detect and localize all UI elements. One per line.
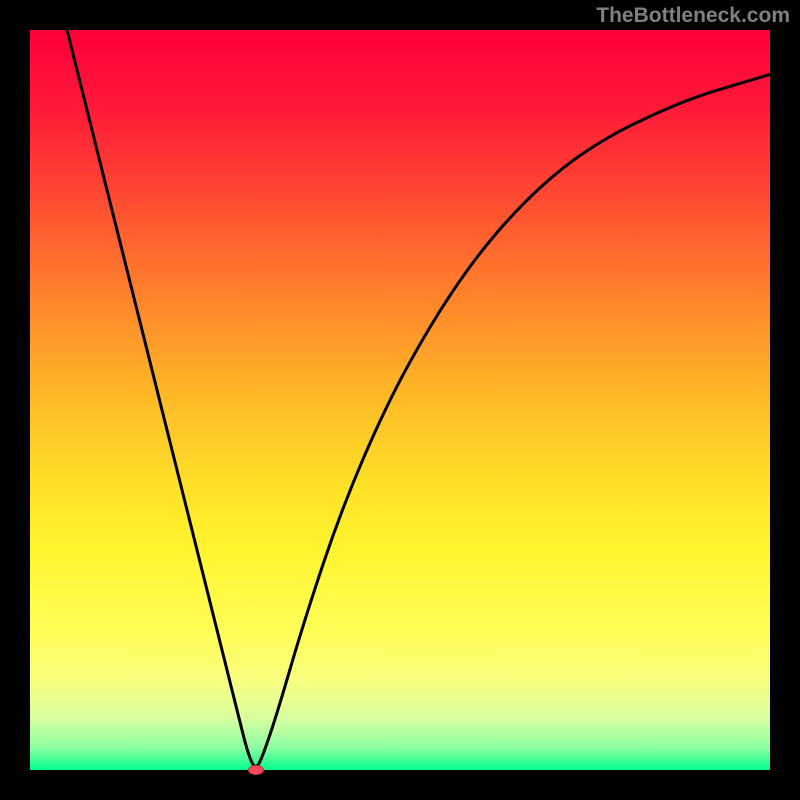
gradient-background — [30, 30, 770, 770]
plot-area — [30, 30, 770, 770]
minimum-marker — [248, 765, 264, 775]
watermark-text: TheBottleneck.com — [596, 4, 790, 28]
